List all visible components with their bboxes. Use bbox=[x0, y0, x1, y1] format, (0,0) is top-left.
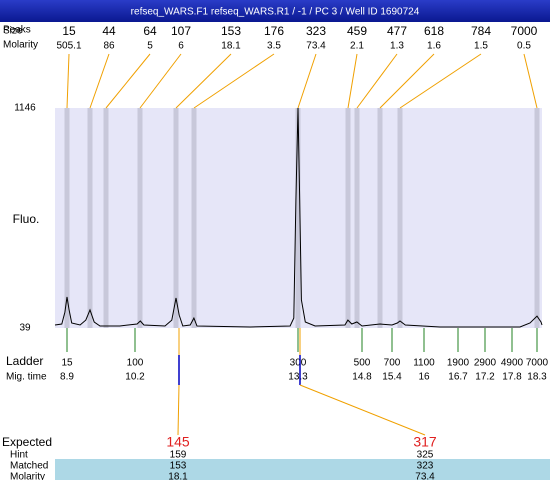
peak-size: 459 bbox=[347, 24, 367, 38]
peak-molarity: 2.1 bbox=[350, 41, 364, 52]
table-hint: 325 bbox=[417, 450, 434, 461]
ladder-size: 100 bbox=[127, 358, 144, 369]
peak-band bbox=[295, 108, 301, 328]
peak-connector bbox=[193, 53, 275, 109]
peak-size: 64 bbox=[143, 24, 157, 38]
title-bar bbox=[0, 0, 550, 22]
table-expected: 317 bbox=[413, 434, 437, 450]
ladder-time: 16 bbox=[418, 372, 430, 383]
peak-connector bbox=[175, 53, 232, 109]
peak-connector bbox=[347, 53, 358, 109]
peak-size: 176 bbox=[264, 24, 284, 38]
peak-connector bbox=[356, 53, 398, 109]
ladder-time: 17.2 bbox=[475, 372, 495, 383]
table-matched: 323 bbox=[417, 461, 434, 472]
peak-band bbox=[345, 108, 351, 328]
peak-size: 618 bbox=[424, 24, 444, 38]
ladder-time: 8.9 bbox=[60, 372, 74, 383]
ladder-size: 15 bbox=[61, 358, 73, 369]
ladder-size: 4900 bbox=[501, 358, 524, 369]
table-molarity: 18.1 bbox=[168, 472, 188, 480]
peak-band bbox=[377, 108, 383, 328]
row-label: Matched bbox=[10, 461, 48, 472]
y-tick-label: 39 bbox=[19, 323, 31, 334]
peak-band bbox=[534, 108, 540, 328]
peak-molarity: 505.1 bbox=[56, 41, 81, 52]
peak-band bbox=[103, 108, 109, 328]
peak-band bbox=[137, 108, 143, 328]
peak-size: 107 bbox=[171, 24, 191, 38]
y-axis-label: Fluo. bbox=[13, 212, 40, 226]
table-hint: 159 bbox=[170, 450, 187, 461]
ladder-size: 2900 bbox=[474, 358, 497, 369]
row-label: Mig. time bbox=[6, 372, 47, 383]
table-molarity: 73.4 bbox=[415, 472, 435, 480]
match-connector bbox=[299, 384, 426, 436]
ladder-time: 17.8 bbox=[502, 372, 522, 383]
peak-size: 153 bbox=[221, 24, 241, 38]
ladder-size: 500 bbox=[354, 358, 371, 369]
row-label: Molarity bbox=[10, 472, 45, 480]
peak-band bbox=[87, 108, 93, 328]
trace bbox=[54, 107, 543, 328]
peak-band bbox=[354, 108, 360, 328]
ladder-size: 300 bbox=[290, 358, 307, 369]
peak-band bbox=[64, 108, 70, 328]
peak-molarity: 86 bbox=[103, 41, 115, 52]
peak-molarity: 6 bbox=[178, 41, 184, 52]
peak-connector bbox=[379, 53, 435, 109]
ladder-time: 10.2 bbox=[125, 372, 145, 383]
ladder-time: 15.4 bbox=[382, 372, 402, 383]
table-matched: 153 bbox=[170, 461, 187, 472]
peak-size: 44 bbox=[102, 24, 116, 38]
ladder-size: 7000 bbox=[526, 358, 549, 369]
peak-molarity: 3.5 bbox=[267, 41, 281, 52]
match-connector bbox=[177, 384, 180, 436]
y-tick-label: 1146 bbox=[14, 103, 36, 114]
peak-connector bbox=[523, 53, 538, 109]
peak-connector bbox=[139, 53, 182, 109]
peak-band bbox=[397, 108, 403, 328]
peak-connector bbox=[297, 53, 317, 109]
peak-size: 7000 bbox=[511, 24, 538, 38]
row-label: Expected bbox=[2, 435, 52, 449]
peak-connector bbox=[105, 53, 151, 109]
ladder-size: 700 bbox=[384, 358, 401, 369]
peak-size: 477 bbox=[387, 24, 407, 38]
table-expected: 145 bbox=[166, 434, 190, 450]
row-label: Ladder bbox=[6, 354, 43, 368]
peak-band bbox=[191, 108, 197, 328]
peak-connector bbox=[399, 53, 482, 109]
row-label: Size bbox=[3, 26, 23, 37]
row-label: Hint bbox=[10, 450, 28, 461]
peak-band bbox=[173, 108, 179, 328]
peak-connector bbox=[66, 53, 70, 109]
peak-molarity: 5 bbox=[147, 41, 153, 52]
row-label: Molarity bbox=[3, 40, 38, 51]
ladder-size: 1100 bbox=[413, 358, 435, 369]
peak-connector bbox=[89, 53, 110, 109]
row-label: Peaks bbox=[3, 25, 31, 36]
peak-molarity: 1.5 bbox=[474, 41, 488, 52]
matched-band bbox=[55, 459, 550, 480]
peak-size: 784 bbox=[471, 24, 491, 38]
peak-molarity: 0.5 bbox=[517, 41, 531, 52]
peak-molarity: 1.3 bbox=[390, 41, 404, 52]
ladder-size: 1900 bbox=[447, 358, 470, 369]
peak-size: 15 bbox=[62, 24, 76, 38]
ladder-time: 14.8 bbox=[352, 372, 372, 383]
peak-molarity: 73.4 bbox=[306, 41, 326, 52]
peak-molarity: 18.1 bbox=[221, 41, 241, 52]
peak-size: 323 bbox=[306, 24, 326, 38]
title: refseq_WARS.F1 refseq_WARS.R1 / -1 / PC … bbox=[131, 7, 420, 18]
ladder-time: 16.7 bbox=[448, 372, 468, 383]
peak-molarity: 1.6 bbox=[427, 41, 441, 52]
ladder-time: 13.3 bbox=[288, 372, 308, 383]
ladder-time: 18.3 bbox=[527, 372, 547, 383]
